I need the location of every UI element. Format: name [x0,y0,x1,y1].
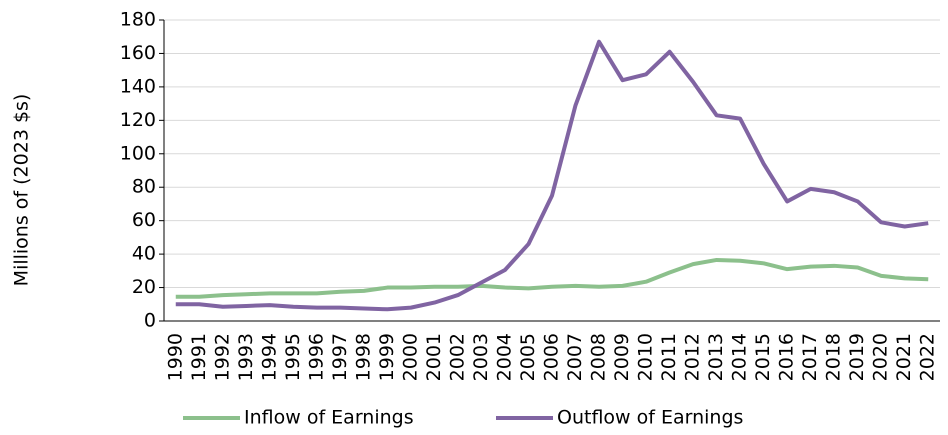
x-tick-label: 2019 [846,333,868,381]
y-tick-label: 140 [120,75,156,97]
y-tick-label: 20 [132,276,156,298]
x-tick-label: 1996 [305,333,327,381]
x-tick-label: 1998 [352,333,374,381]
x-tick-label: 2007 [564,333,586,381]
x-tick-label: 2018 [823,333,845,381]
series-line [175,257,929,299]
x-tick-label: 2008 [588,333,610,381]
x-tick-label: 1993 [235,333,257,381]
x-tick-label: 2013 [705,333,727,381]
x-tick-label: 2020 [870,333,892,381]
x-tick-label: 2010 [635,333,657,381]
x-tick-label: 2005 [517,333,539,381]
y-tick-label: 0 [144,310,156,332]
x-tick-label: 2000 [399,333,421,381]
y-tick-label: 100 [120,142,156,164]
x-tick-label: 1995 [282,333,304,381]
y-tick-label: 160 [120,42,156,64]
x-tick-label: 1994 [258,333,280,381]
series-line [175,39,929,312]
x-tick-label: 2016 [776,333,798,381]
legend-label: Inflow of Earnings [244,407,414,429]
y-tick-label: 60 [132,209,156,231]
x-tick-label: 1992 [211,333,233,381]
x-tick-label: 2003 [470,333,492,381]
x-tick-label: 1991 [188,333,210,381]
x-tick-label: 2012 [682,333,704,381]
x-tick-label: 2001 [423,333,445,381]
y-tick-label: 40 [132,243,156,265]
x-tick-label: 1997 [329,333,351,381]
x-tick-label: 2015 [752,333,774,381]
x-tick-label: 2009 [611,333,633,381]
y-tick-label: 80 [132,176,156,198]
x-tick-label: 2006 [541,333,563,381]
x-tick-label: 2014 [729,333,751,381]
x-tick-label: 2022 [917,333,939,381]
x-tick-label: 2011 [658,333,680,381]
x-tick-label: 2002 [446,333,468,381]
legend-label: Outflow of Earnings [557,407,743,429]
x-tick-label: 2017 [799,333,821,381]
x-tick-label: 2021 [893,333,915,381]
y-tick-label: 180 [120,9,156,31]
x-tick-label: 1990 [164,333,186,381]
y-tick-label: 120 [120,109,156,131]
y-axis-label: Millions of (2023 $s) [11,94,33,287]
x-tick-label: 1999 [376,333,398,381]
x-tick-label: 2004 [493,333,515,381]
